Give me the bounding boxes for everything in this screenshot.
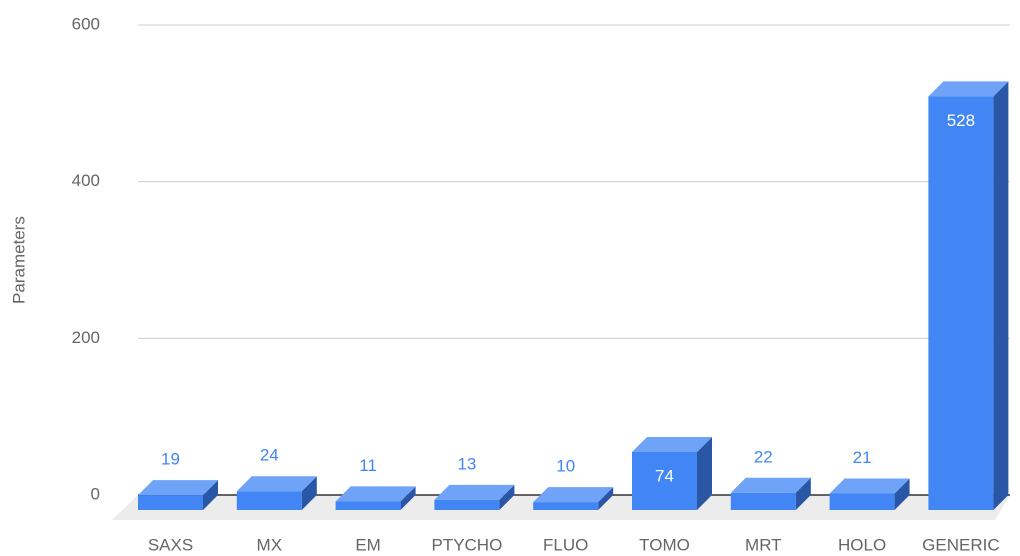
bar — [730, 477, 811, 510]
y-tick-label: 200 — [72, 328, 100, 347]
bar-side — [301, 476, 317, 510]
bar — [236, 476, 317, 510]
bar-side — [894, 478, 910, 510]
bar-front — [730, 492, 796, 510]
value-label: 19 — [161, 450, 180, 469]
bar-front — [236, 491, 302, 510]
bar-top — [928, 81, 1009, 97]
y-tick-label: 400 — [72, 171, 100, 190]
x-tick-label: HOLO — [838, 535, 886, 554]
value-label: 74 — [655, 467, 674, 486]
bar — [928, 81, 1009, 511]
bar-side — [598, 487, 614, 510]
bar-front — [335, 501, 401, 510]
bar — [533, 487, 614, 510]
bar-front — [829, 493, 895, 510]
bar-front — [434, 499, 500, 510]
y-tick-label: 0 — [91, 484, 100, 503]
value-label: 11 — [359, 456, 377, 475]
value-label: 13 — [457, 454, 476, 473]
x-tick-label: EM — [355, 535, 381, 554]
bar-side — [203, 480, 218, 510]
bar — [632, 437, 712, 510]
bar-top — [632, 437, 712, 453]
y-axis-title: Parameters — [9, 216, 28, 304]
bar — [434, 484, 515, 510]
bar-side — [499, 484, 515, 510]
bar-side — [400, 486, 416, 510]
bar-top — [335, 486, 416, 502]
bar-front — [928, 96, 994, 511]
bar-top — [533, 487, 614, 503]
y-tick-label: 600 — [72, 14, 100, 33]
bar-front — [632, 452, 697, 510]
bar-top — [829, 478, 910, 494]
value-label: 22 — [754, 447, 773, 466]
bar — [335, 486, 416, 510]
x-tick-label: FLUO — [543, 535, 588, 554]
x-tick-label: GENERIC — [922, 535, 999, 554]
value-label: 528 — [947, 111, 975, 130]
x-tick-label: MX — [257, 535, 283, 554]
bar-side — [697, 437, 712, 510]
bar-front — [533, 502, 599, 510]
bar-front — [138, 495, 203, 510]
value-label: 10 — [556, 457, 575, 476]
bar-side — [993, 81, 1009, 511]
bar-side — [795, 477, 811, 510]
bar-top — [730, 477, 811, 493]
x-tick-label: PTYCHO — [431, 535, 502, 554]
bar — [138, 480, 218, 510]
bar-top — [434, 484, 515, 500]
bar-top — [236, 476, 317, 492]
x-tick-label: SAXS — [148, 535, 193, 554]
x-tick-label: TOMO — [639, 535, 690, 554]
bar — [829, 478, 910, 510]
value-label: 21 — [853, 448, 872, 467]
x-tick-label: MRT — [745, 535, 782, 554]
value-label: 24 — [260, 446, 279, 465]
bar-top — [138, 480, 218, 496]
